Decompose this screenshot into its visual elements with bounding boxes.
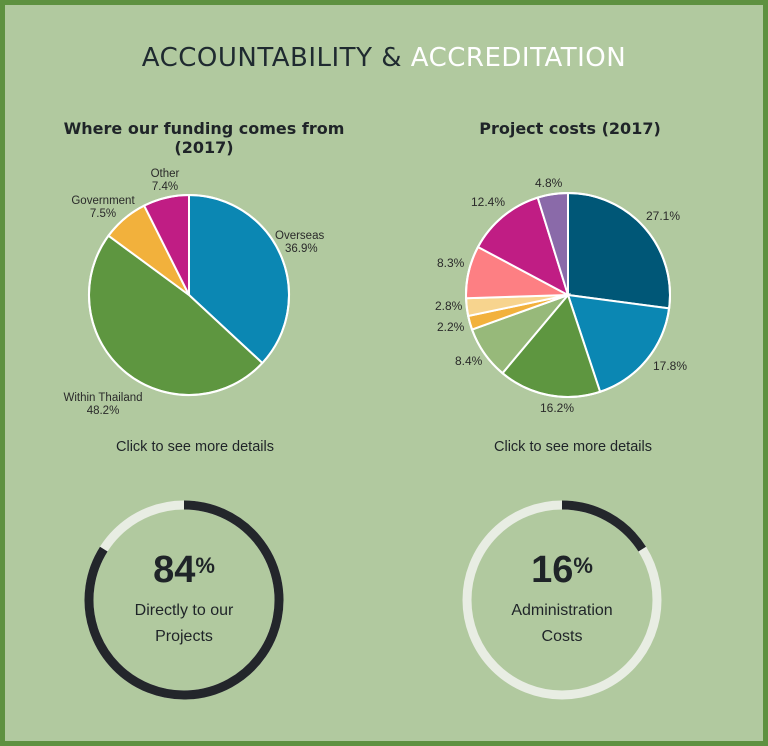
pie-value-within-thailand: 48.2% <box>87 405 120 417</box>
admin-percentage: 16% <box>531 549 593 591</box>
costs-chart-title: Project costs (2017) <box>479 119 661 138</box>
pie-value-4: 8.4% <box>455 354 483 368</box>
pie-label-overseas: Overseas <box>275 230 324 242</box>
funding-chart-title: Where our funding comes from (2017) <box>63 119 345 157</box>
projects-progress-ring <box>84 500 284 700</box>
admin-ring-text: 16% Administration Costs <box>479 550 645 650</box>
pie-value-7: 8.3% <box>437 256 465 270</box>
title-part-1: ACCOUNTABILITY & <box>141 43 402 73</box>
projects-ring-text: 84% Directly to our Projects <box>101 550 267 650</box>
pie-value-government: 7.5% <box>90 208 116 220</box>
admin-progress-ring <box>462 500 662 700</box>
admin-ring-label: Administration Costs <box>511 602 613 645</box>
pie-value-5: 2.2% <box>437 320 465 334</box>
projects-percentage: 84% <box>153 549 215 591</box>
funding-details-link[interactable]: Click to see more details <box>116 439 274 455</box>
pie-value-other: 7.4% <box>152 181 178 193</box>
pie-label-government: Government <box>71 195 135 207</box>
pie-value-9: 4.8% <box>535 176 563 190</box>
projects-ring-label: Directly to our Projects <box>134 602 234 645</box>
costs-pie-chart[interactable]: 27.1% 17.8% 16.2% 8.4% 2.2% 2.8% 8.3% 12.4% 4.8% <box>385 155 763 425</box>
pie-value-2: 17.8% <box>653 359 687 373</box>
ring-progress-arc <box>561 500 647 552</box>
title-part-2: ACCREDITATION <box>410 43 627 73</box>
pie-label-other: Other <box>151 168 180 180</box>
pie-value-3: 16.2% <box>540 401 574 415</box>
pie-label-within-thailand: Within Thailand <box>63 392 142 404</box>
pie-value-6: 2.8% <box>435 299 463 313</box>
ring-progress-arc <box>84 500 284 700</box>
pie-value-overseas: 36.9% <box>285 243 318 255</box>
costs-details-link[interactable]: Click to see more details <box>494 439 652 455</box>
page-title: ACCOUNTABILITY & ACCREDITATION <box>5 43 763 73</box>
pie-value-8: 12.4% <box>471 195 505 209</box>
pie-value-1: 27.1% <box>646 209 680 223</box>
